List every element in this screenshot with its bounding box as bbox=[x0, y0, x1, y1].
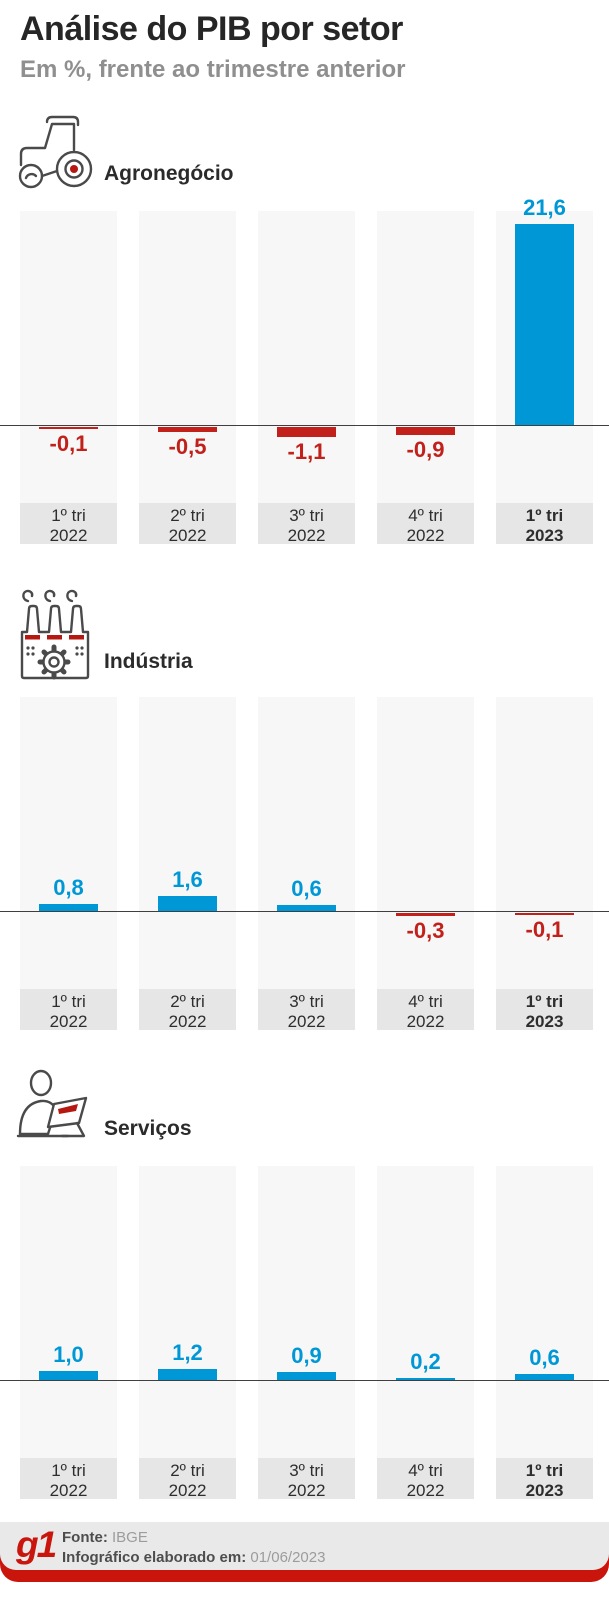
date-line: Infográfico elaborado em: 01/06/2023 bbox=[62, 1548, 325, 1568]
column-background bbox=[20, 211, 117, 503]
bar-positive bbox=[396, 1378, 455, 1380]
bar-negative bbox=[158, 427, 217, 432]
chart-column: 1º tri 2022 -0,1 bbox=[20, 211, 117, 545]
chart-column: 1º tri 2023 21,6 bbox=[496, 195, 593, 545]
x-axis-label: 2º tri 2022 bbox=[139, 503, 236, 545]
column-background bbox=[496, 1166, 593, 1458]
source-value: IBGE bbox=[112, 1529, 148, 1546]
value-label: 0,8 bbox=[53, 874, 84, 900]
date-label: Infográfico elaborado em: bbox=[62, 1549, 247, 1566]
bar-negative bbox=[396, 913, 455, 916]
bar-positive bbox=[158, 1368, 217, 1380]
value-label: 0,6 bbox=[291, 876, 322, 902]
x-axis-label: 2º tri 2022 bbox=[139, 1458, 236, 1500]
x-axis-label: 3º tri 2022 bbox=[258, 503, 355, 545]
x-axis-label: 3º tri 2022 bbox=[258, 1458, 355, 1500]
value-label: 1,0 bbox=[53, 1341, 84, 1367]
chart-column: 4º tri 2022 0,2 bbox=[377, 1166, 474, 1500]
date-value: 01/06/2023 bbox=[250, 1549, 326, 1566]
factory-icon bbox=[20, 589, 90, 680]
chart-column: 3º tri 2022 0,9 bbox=[258, 1166, 355, 1500]
chart-column: 2º tri 2022 -0,5 bbox=[139, 211, 236, 545]
page-subtitle: Em %, frente ao trimestre anterior bbox=[20, 56, 406, 83]
column-background bbox=[258, 697, 355, 989]
x-axis-label: 1º tri 2022 bbox=[20, 989, 117, 1031]
column-background bbox=[496, 697, 593, 989]
column-background bbox=[377, 1166, 474, 1458]
value-label: 21,6 bbox=[523, 195, 566, 221]
value-label: -0,9 bbox=[406, 437, 445, 463]
chart-column: 4º tri 2022 -0,3 bbox=[377, 697, 474, 1031]
bar-positive bbox=[277, 1371, 336, 1380]
bar-positive bbox=[158, 896, 217, 911]
value-label: 0,6 bbox=[529, 1345, 560, 1371]
chart-column: 4º tri 2022 -0,9 bbox=[377, 211, 474, 545]
tractor-icon bbox=[18, 115, 93, 189]
x-axis-label: 4º tri 2022 bbox=[377, 1458, 474, 1500]
chart-column: 1º tri 2022 0,8 bbox=[20, 697, 117, 1031]
bar-negative bbox=[396, 427, 455, 436]
column-background bbox=[258, 211, 355, 503]
x-axis-label: 4º tri 2022 bbox=[377, 503, 474, 545]
value-label: -0,1 bbox=[49, 431, 88, 456]
bar-positive bbox=[515, 1374, 574, 1380]
bar-negative bbox=[277, 427, 336, 438]
column-background bbox=[377, 211, 474, 503]
bar-positive bbox=[515, 224, 574, 425]
chart-column: 2º tri 2022 1,6 bbox=[139, 697, 236, 1031]
column-background bbox=[377, 697, 474, 989]
source-line: Fonte: IBGE bbox=[62, 1528, 325, 1548]
chart-servicos: 1º tri 2022 1,0 2º tri 2022 1,2 3º tri 2022 0,9 4… bbox=[0, 1166, 609, 1500]
x-axis-label: 1º tri 2022 bbox=[20, 503, 117, 545]
gear-icon bbox=[37, 644, 71, 680]
bar-positive bbox=[39, 903, 98, 911]
section-title-agronegocio: Agronegócio bbox=[104, 162, 234, 185]
value-label: 1,2 bbox=[172, 1339, 203, 1365]
chart-column: 1º tri 2022 1,0 bbox=[20, 1166, 117, 1500]
column-background bbox=[258, 1166, 355, 1458]
column-background bbox=[139, 211, 236, 503]
x-axis-label: 2º tri 2022 bbox=[139, 989, 236, 1031]
section-title-industria: Indústria bbox=[104, 650, 193, 673]
column-background bbox=[20, 1166, 117, 1458]
x-axis-label: 1º tri 2023 bbox=[496, 503, 593, 545]
x-axis-label: 1º tri 2023 bbox=[496, 1458, 593, 1500]
bar-negative bbox=[515, 913, 574, 915]
value-label: -1,1 bbox=[287, 439, 326, 465]
zero-axis-line bbox=[0, 910, 609, 912]
value-label: 0,9 bbox=[291, 1342, 322, 1368]
zero-axis-line bbox=[0, 1379, 609, 1381]
value-label: -0,3 bbox=[406, 917, 445, 943]
column-background bbox=[139, 1166, 236, 1458]
value-label: 1,6 bbox=[172, 867, 203, 893]
chart-column: 1º tri 2023 -0,1 bbox=[496, 697, 593, 1031]
chart-column: 3º tri 2022 0,6 bbox=[258, 697, 355, 1031]
bar-negative bbox=[39, 427, 98, 429]
x-axis-label: 1º tri 2022 bbox=[20, 1458, 117, 1500]
x-axis-label: 3º tri 2022 bbox=[258, 989, 355, 1031]
value-label: -0,1 bbox=[525, 917, 564, 942]
x-axis-label: 1º tri 2023 bbox=[496, 989, 593, 1031]
source-label: Fonte: bbox=[62, 1529, 108, 1546]
chart-agronegocio: 1º tri 2022 -0,1 2º tri 2022 -0,5 3º tri 2022 -1… bbox=[0, 195, 609, 545]
g1-logo: g1 bbox=[16, 1524, 57, 1565]
value-label: -0,5 bbox=[168, 433, 207, 459]
chart-column: 3º tri 2022 -1,1 bbox=[258, 211, 355, 545]
chart-industria: 1º tri 2022 0,8 2º tri 2022 1,6 3º tri 2022 0,6 4… bbox=[0, 697, 609, 1031]
section-title-servicos: Serviços bbox=[104, 1117, 192, 1140]
footer-credits: Fonte: IBGE Infográfico elaborado em: 01… bbox=[62, 1528, 325, 1568]
footer-background bbox=[0, 1522, 609, 1570]
bar-positive bbox=[39, 1370, 98, 1380]
chart-column: 2º tri 2022 1,2 bbox=[139, 1166, 236, 1500]
column-background bbox=[139, 697, 236, 989]
person-laptop-icon bbox=[16, 1069, 88, 1138]
x-axis-label: 4º tri 2022 bbox=[377, 989, 474, 1031]
page-title: Análise do PIB por setor bbox=[20, 10, 403, 48]
bar-positive bbox=[277, 905, 336, 911]
value-label: 0,2 bbox=[410, 1349, 441, 1374]
chart-column: 1º tri 2023 0,6 bbox=[496, 1166, 593, 1500]
zero-axis-line bbox=[0, 424, 609, 426]
column-background bbox=[20, 697, 117, 989]
